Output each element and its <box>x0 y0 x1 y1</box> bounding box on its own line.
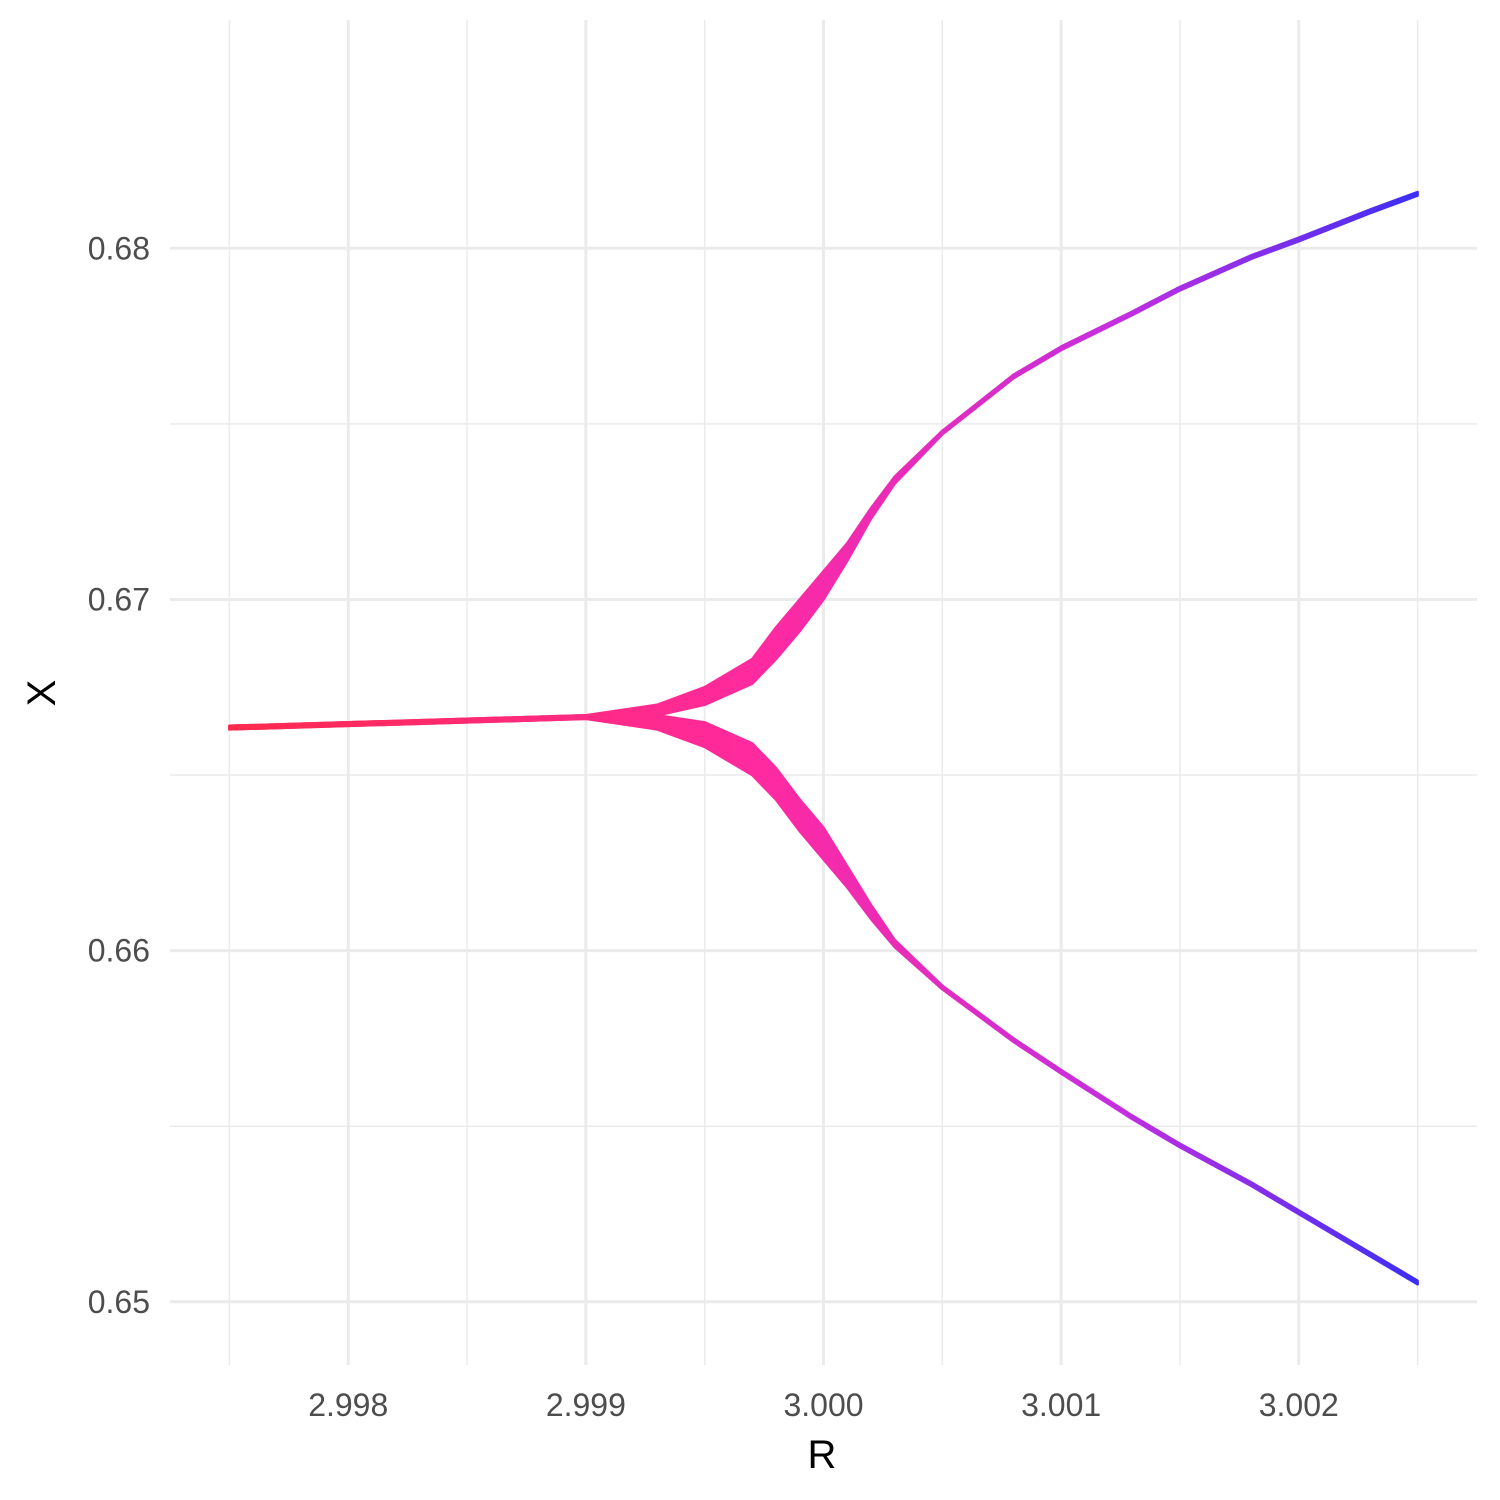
data-bands <box>228 190 1419 1286</box>
y-tick-label: 0.66 <box>88 933 150 969</box>
x-tick-label: 2.999 <box>546 1387 626 1423</box>
major-gridlines <box>170 20 1477 1365</box>
x-tick-label: 3.000 <box>783 1387 863 1423</box>
upper-branch-band <box>228 190 1419 731</box>
y-axis-title: X <box>20 680 64 707</box>
tick-labels: 2.998 2.999 3.000 3.001 3.002 0.65 0.66 0.67 0.6… <box>88 230 1339 1423</box>
x-tick-label: 3.001 <box>1021 1387 1101 1423</box>
x-axis-title: R <box>808 1433 837 1477</box>
y-tick-label: 0.68 <box>88 230 150 266</box>
y-tick-label: 0.67 <box>88 581 150 617</box>
y-tick-label: 0.65 <box>88 1284 150 1320</box>
x-tick-label: 2.998 <box>308 1387 388 1423</box>
lower-branch-band <box>228 714 1419 1286</box>
x-tick-label: 3.002 <box>1259 1387 1339 1423</box>
